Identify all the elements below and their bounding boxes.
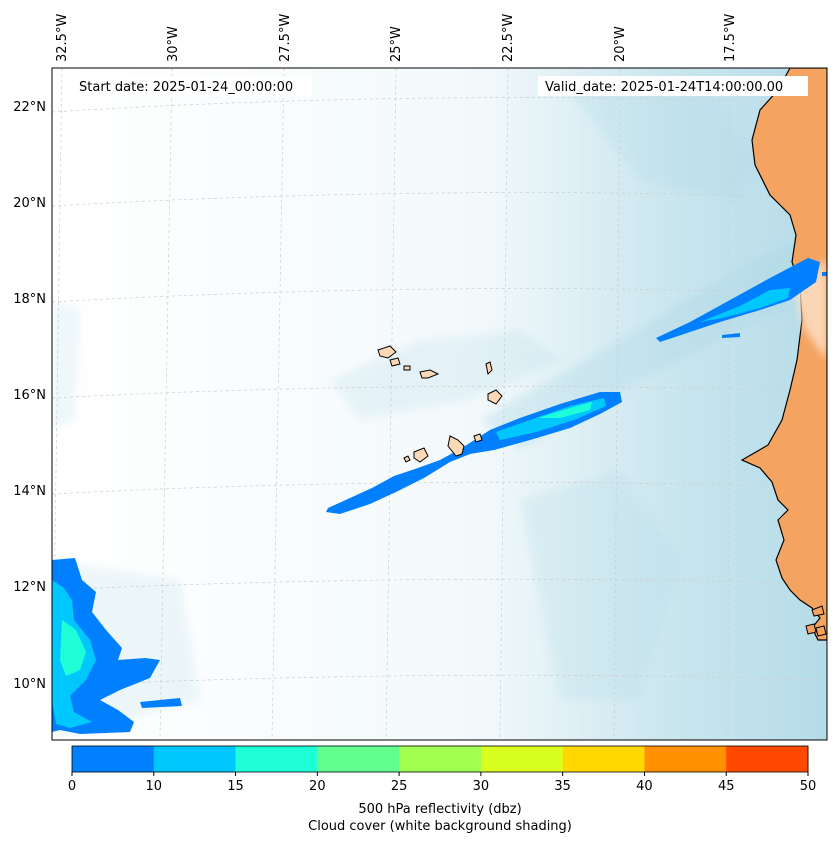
date-stamps: Start date: 2025-01-24_00:00:00 Valid_da… xyxy=(72,76,808,96)
lat-label: 14°N xyxy=(13,484,46,499)
lat-label: 18°N xyxy=(13,292,46,307)
lon-label: 27.5°W xyxy=(278,14,293,62)
colorbar-tick-label: 15 xyxy=(227,779,244,794)
lat-label: 16°N xyxy=(13,388,46,403)
colorbar-tick-label: 40 xyxy=(636,779,653,794)
island-santo-antao xyxy=(377,345,397,359)
reflectivity-central-band xyxy=(326,392,622,514)
reflectivity-southwest xyxy=(52,558,182,734)
guinea-coastal-islands xyxy=(805,605,827,637)
lat-label: 22°N xyxy=(13,100,46,115)
lon-label: 25°W xyxy=(389,26,404,62)
island-sao-nicolau xyxy=(419,369,440,379)
colorbar: 0 10 15 20 25 30 35 40 45 50 500 hPa reflectivity… xyxy=(68,745,816,834)
lon-label: 30°W xyxy=(166,26,181,62)
island-brava xyxy=(403,455,411,463)
island-maio xyxy=(473,433,483,443)
colorbar-segment xyxy=(153,746,237,772)
cloud-south xyxy=(520,470,680,700)
colorbar-label-line2: Cloud cover (white background shading) xyxy=(308,819,572,834)
colorbar-tick-label: 0 xyxy=(68,779,76,794)
island-sao-vicente xyxy=(389,357,401,367)
map-area xyxy=(51,67,828,741)
colorbar-segment xyxy=(399,746,482,772)
island-santa-luzia xyxy=(403,365,411,371)
colorbar-tick-label: 10 xyxy=(146,779,163,794)
colorbar-segment xyxy=(317,746,400,772)
island-boa-vista xyxy=(487,389,503,405)
colorbar-tick-label: 35 xyxy=(554,779,571,794)
valid-date-text: Valid_date: 2025-01-24T14:00:00.00 xyxy=(545,80,783,95)
start-date-text: Start date: 2025-01-24_00:00:00 xyxy=(79,80,293,95)
longitude-labels: 32.5°W 30°W 27.5°W 25°W 22.5°W 20°W 17.5… xyxy=(55,14,738,62)
colorbar-segment xyxy=(72,746,155,772)
africa-land xyxy=(740,68,827,641)
colorbar-ticks: 0 10 15 20 25 30 35 40 45 50 xyxy=(68,772,816,794)
island-santiago xyxy=(447,435,465,457)
colorbar-tick-label: 20 xyxy=(309,779,326,794)
colorbar-segment xyxy=(644,746,727,772)
island-fogo xyxy=(413,447,429,463)
lat-label: 20°N xyxy=(13,196,46,211)
cape-verde-islands xyxy=(377,345,503,463)
cloud-band-diagonal xyxy=(480,230,827,450)
latitude-labels: 22°N 20°N 18°N 16°N 14°N 12°N 10°N xyxy=(13,100,46,692)
colorbar-segment xyxy=(726,746,809,772)
lon-label: 17.5°W xyxy=(723,14,738,62)
cloud-wisp-center xyxy=(330,330,560,420)
lon-label: 20°W xyxy=(613,26,628,62)
colorbar-segments xyxy=(72,746,809,772)
cloud-cover-shading xyxy=(52,68,827,740)
cloud-patch-north xyxy=(560,80,760,200)
lon-label: 32.5°W xyxy=(55,14,70,62)
colorbar-tick-label: 45 xyxy=(718,779,735,794)
colorbar-tick-label: 25 xyxy=(391,779,408,794)
colorbar-tick-label: 30 xyxy=(473,779,490,794)
reflectivity-northeast-band xyxy=(656,258,827,342)
colorbar-tick-label: 50 xyxy=(800,779,817,794)
colorbar-segment xyxy=(235,746,318,772)
colorbar-segment xyxy=(480,746,564,772)
colorbar-label-line1: 500 hPa reflectivity (dbz) xyxy=(358,802,521,817)
colorbar-frame xyxy=(71,745,809,773)
lat-label: 12°N xyxy=(13,580,46,595)
lon-label: 22.5°W xyxy=(501,14,516,62)
lat-label: 10°N xyxy=(13,677,46,692)
colorbar-segment xyxy=(562,746,645,772)
island-sal xyxy=(485,361,493,376)
